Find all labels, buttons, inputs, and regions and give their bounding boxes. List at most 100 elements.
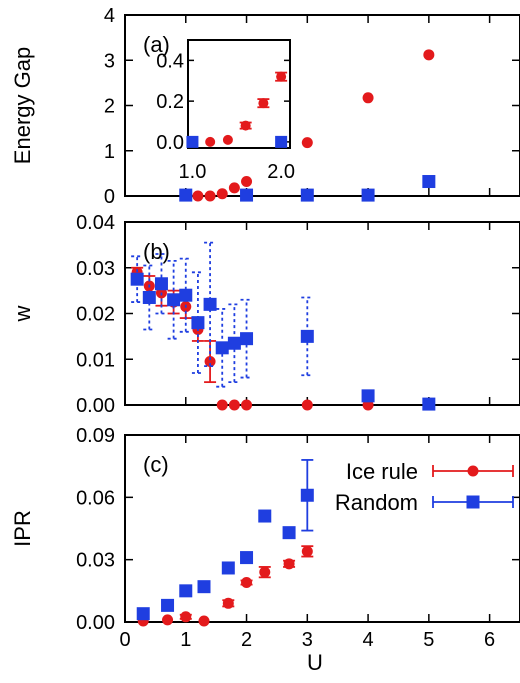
panel-label: (b) xyxy=(143,239,170,264)
inset-data-point xyxy=(240,120,251,131)
data-point xyxy=(215,341,229,355)
data-point xyxy=(241,577,253,589)
data-point xyxy=(228,399,240,411)
legend-label: Ice rule xyxy=(346,459,418,484)
inset-data-point xyxy=(258,98,269,109)
y-tick-label: 3 xyxy=(104,50,115,72)
panel-b: 0.00 0.01 0.02 0.03 0.04 w (b) xyxy=(10,212,520,417)
series-1 xyxy=(136,459,314,621)
data-point xyxy=(197,580,211,594)
y-tick-label: 2 xyxy=(104,96,115,118)
data-point xyxy=(422,175,436,189)
y-tick-label: 0.00 xyxy=(76,395,115,417)
data-point xyxy=(240,188,254,202)
y-tick-label: 0.09 xyxy=(76,425,115,447)
inset-data-point xyxy=(222,134,233,145)
data-point xyxy=(300,188,314,202)
y-tick-label: 0.01 xyxy=(76,349,115,371)
legend-label: Random xyxy=(335,490,418,515)
data-point xyxy=(240,551,254,565)
data-point xyxy=(198,615,210,627)
data-point xyxy=(282,526,296,540)
y-tick-label: 0.04 xyxy=(76,212,115,234)
data-point xyxy=(227,336,241,350)
data-point xyxy=(154,277,168,291)
data-point xyxy=(301,137,313,149)
data-point xyxy=(301,399,313,411)
data-point xyxy=(142,290,156,304)
inset-data-point xyxy=(205,136,216,147)
data-point xyxy=(259,566,271,578)
legend-marker xyxy=(467,465,479,477)
series-1 xyxy=(179,175,436,202)
data-point xyxy=(422,397,436,411)
x-tick-label: 1 xyxy=(180,629,191,651)
series-1 xyxy=(130,241,436,411)
data-point xyxy=(180,611,192,623)
data-point xyxy=(241,399,253,411)
data-point xyxy=(228,182,240,194)
panel-label: (c) xyxy=(143,452,169,477)
data-point xyxy=(221,561,235,575)
x-tick-label: 4 xyxy=(363,629,374,651)
x-tick-label: 2 xyxy=(241,629,252,651)
series-0 xyxy=(131,266,435,411)
legend-marker xyxy=(466,495,480,509)
data-point xyxy=(204,356,216,368)
plot-frame xyxy=(124,434,520,623)
x-tick-label: 3 xyxy=(302,629,313,651)
y-tick-label: 0.03 xyxy=(76,550,115,572)
inset-frame xyxy=(187,39,291,149)
data-point xyxy=(203,297,217,311)
inset-data-point xyxy=(275,135,288,148)
data-point xyxy=(192,190,204,202)
panel-c: 0.00 0.03 0.06 0.09 0 1 2 3 4 5 6 U IPR (c) Ice rule Ra… xyxy=(10,425,520,675)
data-point xyxy=(361,389,375,403)
data-point xyxy=(216,399,228,411)
y-axis-label: Energy Gap xyxy=(10,47,35,164)
y-tick-label: 0.02 xyxy=(76,304,115,326)
inset: 0.0 0.2 0.4 1.0 2.0 xyxy=(156,39,295,183)
y-axis-label: w xyxy=(10,305,35,322)
data-point xyxy=(423,49,435,61)
data-point xyxy=(300,329,314,343)
inset-data-point xyxy=(186,135,199,148)
y-tick-label: 0.03 xyxy=(76,258,115,280)
inset-y-tick-label: 0.2 xyxy=(156,91,184,113)
data-point xyxy=(130,272,144,286)
inset-y-tick-label: 0.4 xyxy=(156,50,184,72)
y-tick-label: 1 xyxy=(104,141,115,163)
data-point xyxy=(241,176,253,188)
data-point xyxy=(179,288,193,302)
data-point xyxy=(300,488,314,502)
data-point xyxy=(362,92,374,104)
y-tick-label: 0 xyxy=(104,186,115,208)
inset-x-tick-label: 2.0 xyxy=(267,161,295,183)
inset-y-tick-label: 0.0 xyxy=(156,132,184,154)
y-tick-label: 0.06 xyxy=(76,487,115,509)
x-axis-label: U xyxy=(307,650,323,675)
inset-series-1 xyxy=(186,135,288,148)
x-tick-label: 5 xyxy=(423,629,434,651)
inset-data-point xyxy=(276,71,287,82)
data-point xyxy=(222,597,234,609)
data-point xyxy=(204,190,216,202)
data-point xyxy=(191,316,205,330)
data-point xyxy=(240,332,254,346)
legend: Ice rule Random xyxy=(335,459,514,515)
data-point xyxy=(167,293,181,307)
series-0 xyxy=(137,545,314,627)
data-point xyxy=(301,545,313,557)
data-point xyxy=(161,598,175,612)
panel-label: (a) xyxy=(143,32,170,57)
data-point xyxy=(179,584,193,598)
data-point xyxy=(216,188,228,200)
y-tick-label: 4 xyxy=(104,5,115,27)
data-point xyxy=(283,558,295,570)
data-point xyxy=(361,188,375,202)
inset-x-tick-label: 1.0 xyxy=(179,161,207,183)
plot-frame xyxy=(124,221,520,406)
data-point xyxy=(179,188,193,202)
data-point xyxy=(258,509,272,523)
